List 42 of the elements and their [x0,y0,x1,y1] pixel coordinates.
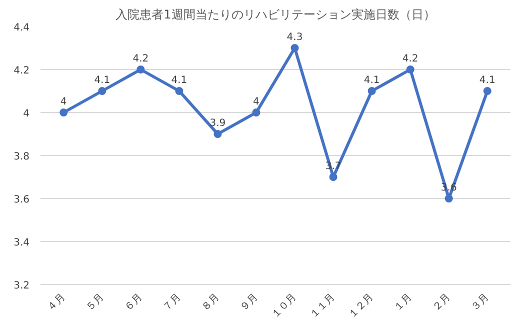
y-tick-label: 4.2 [14,66,30,76]
point [290,44,299,52]
x-tick-label: ９月 [238,292,260,314]
x-tick-label: １１月 [308,292,338,321]
data-label: 4 [60,96,67,108]
data-label: 3.9 [210,118,226,129]
point [444,194,453,202]
point [175,87,184,95]
x-tick-label: １２月 [346,292,376,321]
y-tick-label: 4 [23,108,30,120]
y-tick-label: 3.4 [14,238,30,248]
data-label: 4.3 [286,32,303,43]
point [60,108,68,116]
point [329,173,338,181]
x-tick-label: １月 [392,292,414,314]
x-tick-label: ７月 [161,292,184,314]
y-tick-label: 4.4 [14,22,30,34]
data-label: 4.1 [364,75,380,86]
x-tick-label: ８月 [200,292,222,314]
x-tick-label: １０月 [270,292,299,321]
data-label: 4.2 [132,54,149,64]
y-tick-label: 3.6 [14,194,30,206]
x-tick-label: ６月 [122,292,145,314]
point [98,87,106,95]
y-tick-label: 3.2 [14,280,30,292]
x-tick-label: ５月 [84,292,106,314]
point [136,66,145,74]
y-tick-label: 3.8 [14,152,30,162]
x-tick-label: ４月 [46,292,68,314]
point [214,130,222,138]
x-tick-label: ２月 [430,292,453,314]
data-label: 4.1 [171,75,188,86]
point [483,87,492,95]
data-label: 4 [253,96,260,108]
point [406,66,414,74]
data-label: 4.1 [94,75,110,86]
data-label: 4.2 [402,54,418,64]
data-label: 4.1 [479,75,496,86]
x-tick-label: ３月 [469,292,492,314]
chart-title: 入院患者1週間当たりのリハビリテーション実施日数（日） [116,8,436,22]
point [252,108,260,116]
point [368,87,376,95]
